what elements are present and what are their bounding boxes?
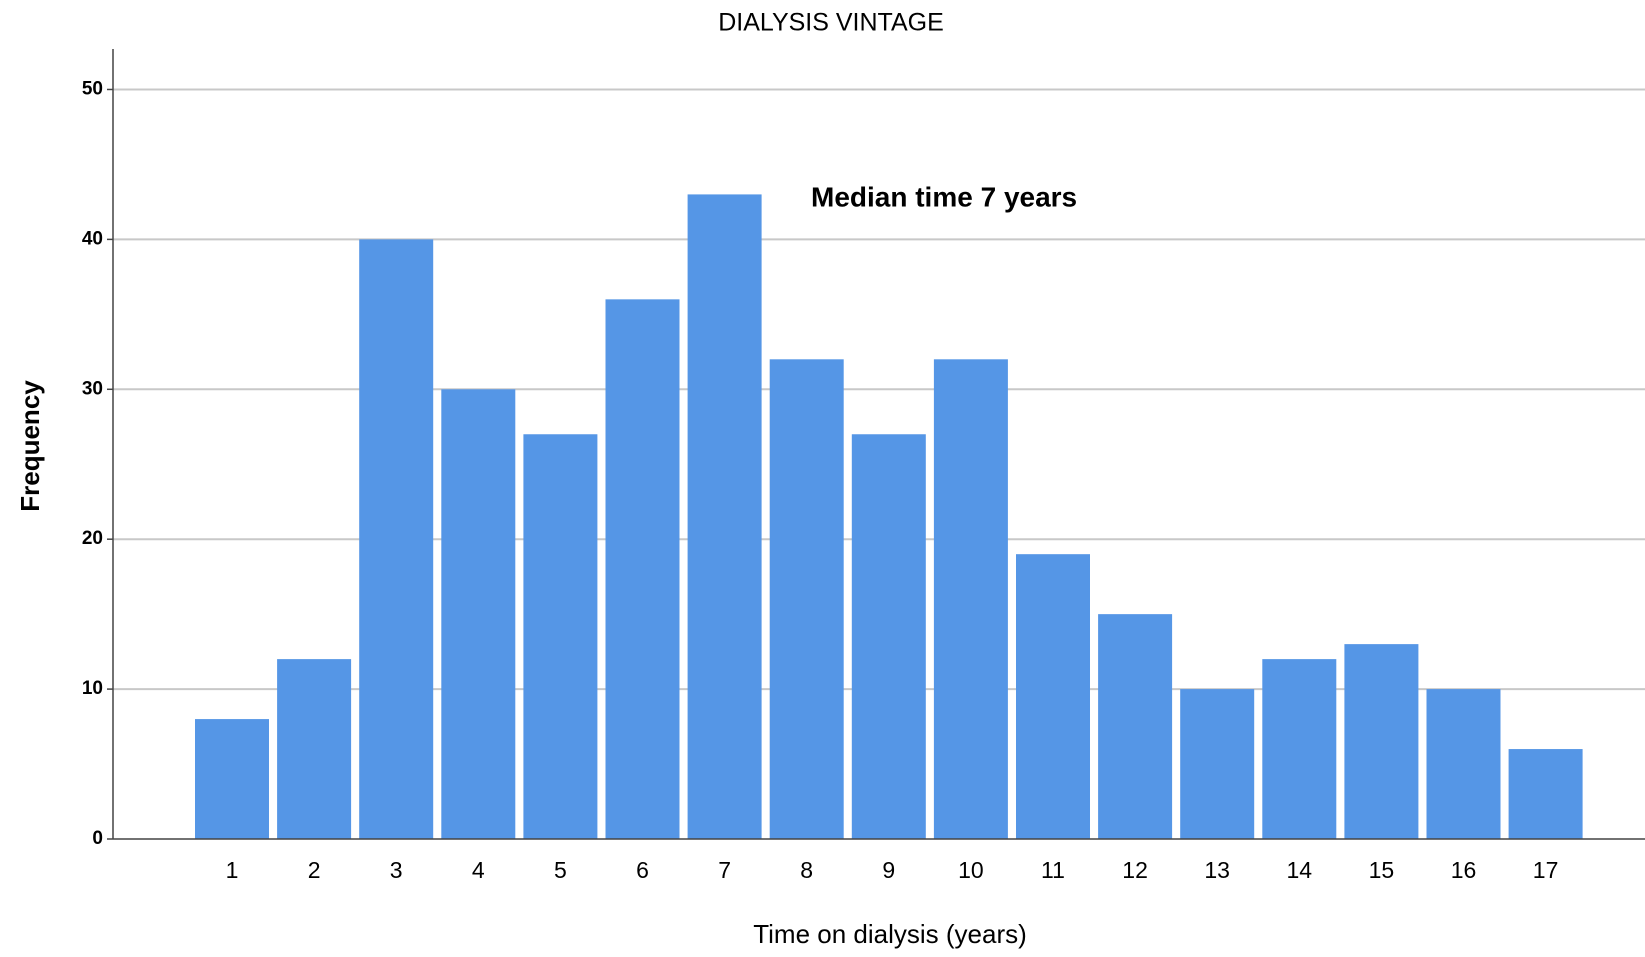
- x-tick-label: 12: [1122, 857, 1148, 883]
- bar: [933, 359, 1008, 839]
- bar: [687, 194, 762, 840]
- bar: [1508, 749, 1583, 839]
- x-tick-label: 15: [1369, 857, 1395, 883]
- x-tick-label: 3: [390, 857, 403, 883]
- x-tick-label: 13: [1204, 857, 1230, 883]
- x-tick-label: 7: [718, 857, 731, 883]
- annotation: Median time 7 years: [811, 181, 1077, 212]
- bar: [277, 659, 352, 839]
- x-axis-label: Time on dialysis (years): [753, 919, 1027, 949]
- x-tick-label: 5: [554, 857, 567, 883]
- bar: [769, 359, 844, 839]
- bar: [195, 719, 269, 839]
- bar: [1180, 689, 1255, 839]
- bar: [1098, 614, 1173, 839]
- x-tick-label: 14: [1287, 857, 1313, 883]
- bar: [851, 434, 926, 839]
- y-tick-label: 0: [92, 828, 103, 849]
- x-tick-label: 4: [472, 857, 485, 883]
- bar: [1426, 689, 1501, 839]
- x-tick-label: 16: [1451, 857, 1477, 883]
- bar: [1344, 644, 1419, 839]
- bar: [1262, 659, 1337, 839]
- x-tick-label: 10: [958, 857, 984, 883]
- x-tick-label: 8: [800, 857, 813, 883]
- chart-title: DIALYSIS VINTAGE: [718, 9, 944, 37]
- x-tick-label: 9: [882, 857, 895, 883]
- y-tick-label: 20: [82, 528, 103, 549]
- x-tick-label: 2: [308, 857, 321, 883]
- y-tick-label: 10: [82, 678, 103, 699]
- y-axis-label: Frequency: [15, 380, 45, 512]
- bar: [441, 389, 516, 839]
- x-tick-label: 6: [636, 857, 649, 883]
- y-tick-label: 40: [82, 228, 103, 249]
- y-tick-label: 50: [82, 78, 103, 99]
- x-tick-label: 1: [226, 857, 239, 883]
- bar: [359, 239, 434, 839]
- bar: [523, 434, 598, 839]
- bar: [1016, 554, 1090, 839]
- x-tick-label: 17: [1533, 857, 1559, 883]
- x-tick-label: 11: [1041, 857, 1065, 883]
- bar: [605, 299, 680, 839]
- y-tick-label: 30: [82, 378, 103, 399]
